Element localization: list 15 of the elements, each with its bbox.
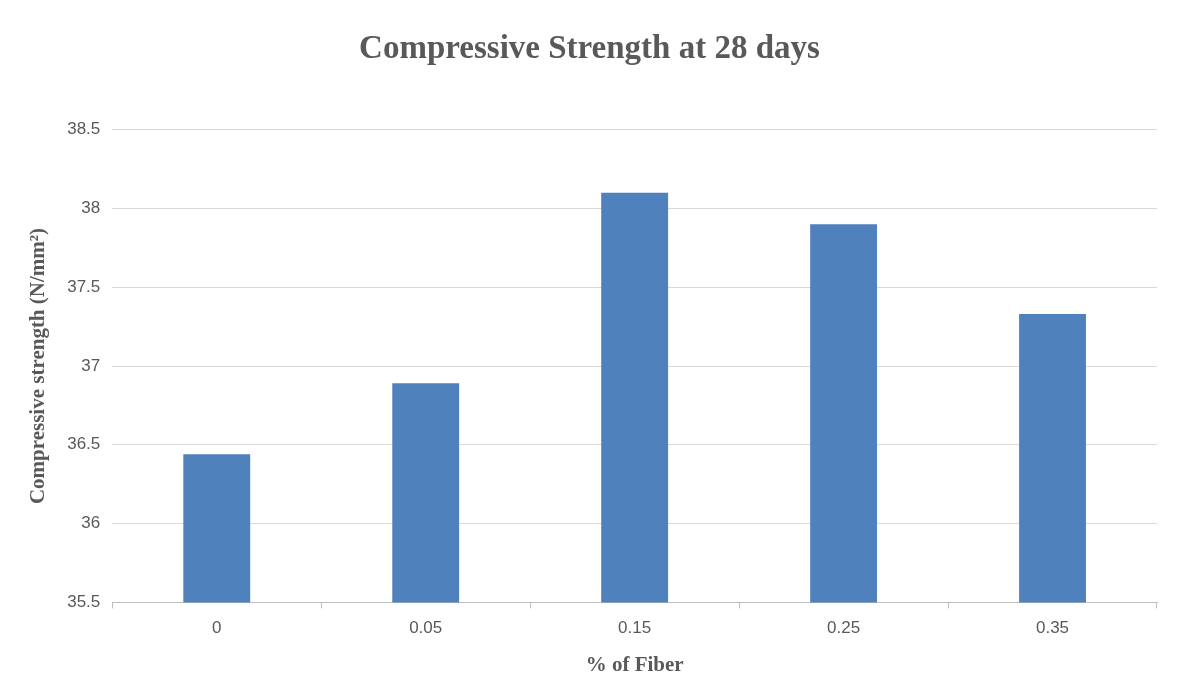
- y-tick-label: 38.5: [67, 119, 101, 139]
- y-tick-label: 36: [81, 513, 101, 533]
- x-tick-label: 0.25: [827, 618, 861, 638]
- chart-title: Compressive Strength at 28 days: [359, 29, 821, 66]
- y-tick-label: 37: [81, 355, 101, 375]
- x-tick-label: 0: [212, 618, 222, 638]
- y-axis-title: Compressive strength (N/mm²): [25, 227, 50, 505]
- y-tick-label: 38: [81, 198, 101, 218]
- y-tick-label: 36.5: [67, 434, 101, 454]
- x-tick-label: 0.35: [1035, 618, 1070, 638]
- y-tick-label: 35.5: [67, 592, 101, 612]
- x-tick-label: 0.05: [409, 618, 443, 638]
- x-axis-title: % of Fiber: [585, 651, 684, 676]
- x-tick-label: 0.15: [618, 618, 652, 638]
- y-tick-label: 37.5: [67, 276, 101, 296]
